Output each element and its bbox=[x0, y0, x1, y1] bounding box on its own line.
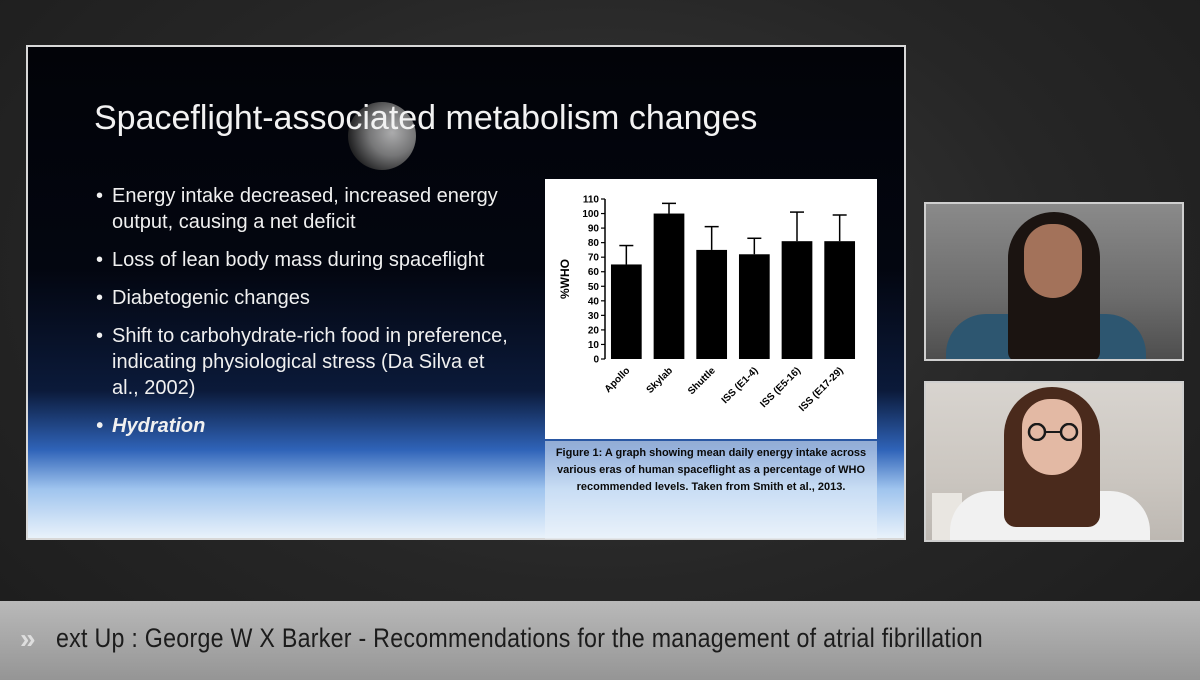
y-tick-label: 100 bbox=[582, 209, 599, 220]
participant-video-1[interactable] bbox=[924, 202, 1184, 361]
y-tick-label: 80 bbox=[588, 238, 600, 249]
glasses-icon bbox=[1027, 423, 1079, 441]
bullet-item: Energy intake decreased, increased energ… bbox=[96, 183, 516, 235]
participant-face bbox=[1024, 224, 1082, 298]
bullet-item: Loss of lean body mass during spacefligh… bbox=[96, 247, 516, 273]
bar bbox=[610, 264, 642, 359]
bar-chart-svg: %WHO 0 10 20 30 40 50 60 70 80 90 100 110 Apollo Sky… bbox=[558, 195, 856, 414]
bar bbox=[696, 249, 728, 359]
y-tick-label: 70 bbox=[588, 253, 600, 264]
x-tick-label: Shuttle bbox=[686, 365, 718, 397]
moon-image bbox=[348, 102, 416, 170]
y-tick-label: 10 bbox=[588, 340, 600, 351]
bullet-item-highlight: Hydration bbox=[96, 413, 516, 439]
bullet-item: Diabetogenic changes bbox=[96, 285, 516, 311]
bar bbox=[781, 241, 813, 359]
y-tick-label: 60 bbox=[588, 267, 600, 278]
bar-chart: %WHO 0 10 20 30 40 50 60 70 80 90 100 110 Apollo Sky… bbox=[545, 179, 877, 439]
participant-video-2[interactable] bbox=[924, 381, 1184, 542]
x-tick-label: ISS (E1-4) bbox=[720, 365, 761, 406]
x-tick-label: Apollo bbox=[603, 365, 633, 395]
bullet-list: Energy intake decreased, increased energ… bbox=[96, 183, 516, 451]
x-tick-label: ISS (E17-29) bbox=[797, 365, 846, 414]
next-up-ticker: » ext Up : George W X Barker - Recommend… bbox=[0, 601, 1200, 680]
y-tick-label: 50 bbox=[588, 282, 600, 293]
y-axis-label: %WHO bbox=[558, 259, 572, 299]
caption-backdrop bbox=[545, 441, 877, 539]
y-tick-label: 20 bbox=[588, 325, 600, 336]
bullet-item: Shift to carbohydrate-rich food in prefe… bbox=[96, 323, 516, 401]
slide-title: Spaceflight-associated metabolism change… bbox=[94, 99, 758, 137]
y-tick-label: 0 bbox=[593, 355, 599, 366]
y-tick-label: 110 bbox=[583, 195, 600, 206]
bar bbox=[738, 254, 770, 359]
y-tick-label: 30 bbox=[588, 311, 600, 322]
y-tick-label: 90 bbox=[588, 224, 600, 235]
y-tick-label: 40 bbox=[588, 296, 600, 307]
figure-caption: Figure 1: A graph showing mean daily ene… bbox=[555, 447, 867, 493]
bar bbox=[653, 213, 685, 359]
ticker-text: ext Up : George W X Barker - Recommendat… bbox=[56, 623, 983, 653]
x-tick-label: Skylab bbox=[645, 365, 676, 396]
double-chevron-icon: » bbox=[20, 623, 36, 654]
bar bbox=[824, 241, 856, 359]
x-tick-label: ISS (E5-16) bbox=[758, 365, 803, 410]
